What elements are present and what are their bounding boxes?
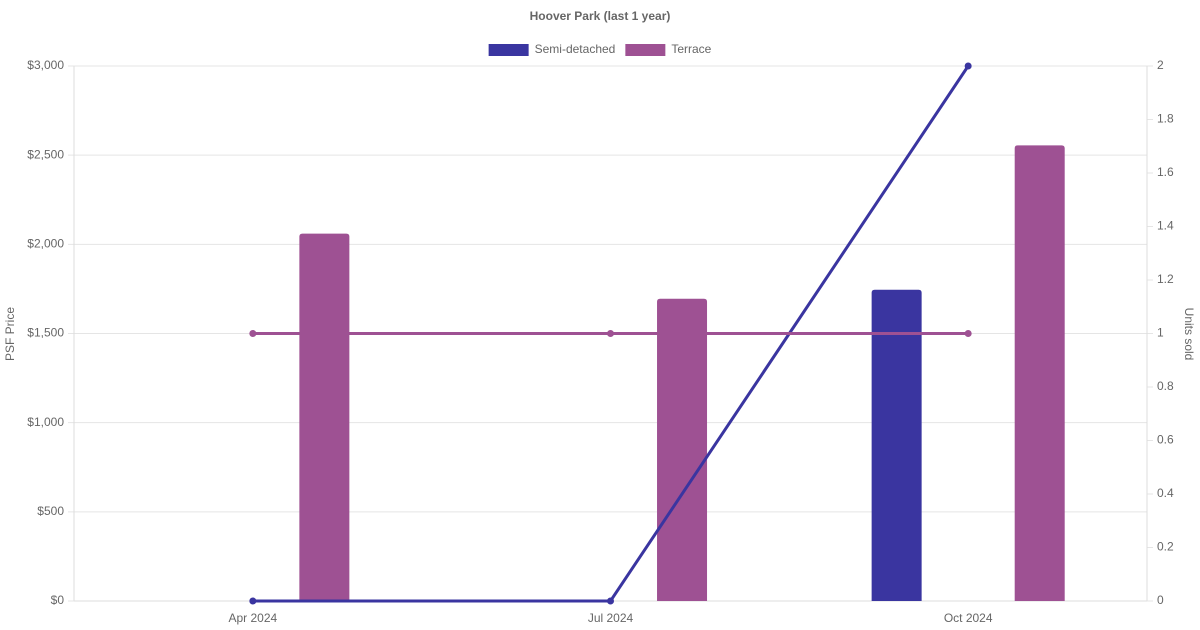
legend-swatch xyxy=(625,44,666,56)
y2-tick-label: 1.4 xyxy=(1157,219,1174,233)
y2-tick-label: 0 xyxy=(1157,593,1164,607)
y-tick-label: $2,500 xyxy=(27,147,64,161)
y-axis-title: PSF Price xyxy=(3,307,17,361)
x-tick-label: Apr 2024 xyxy=(228,611,277,625)
point xyxy=(249,597,257,605)
y2-tick-label: 0.6 xyxy=(1157,433,1174,447)
y2-tick-label: 2 xyxy=(1157,58,1164,72)
legend-label: Terrace xyxy=(671,42,711,56)
point xyxy=(964,330,972,337)
bar xyxy=(299,233,350,601)
y-tick-label: $0 xyxy=(51,593,65,607)
x-tick-label: Jul 2024 xyxy=(588,611,634,625)
y2-tick-label: 1.2 xyxy=(1157,272,1174,286)
bar xyxy=(1014,145,1065,601)
y-tick-label: $1,500 xyxy=(27,326,64,340)
y-tick-label: $500 xyxy=(37,504,64,518)
x-tick-label: Oct 2024 xyxy=(944,611,993,625)
y2-tick-label: 1.8 xyxy=(1157,112,1174,126)
point xyxy=(607,597,614,605)
y2-tick-label: 1.6 xyxy=(1157,165,1174,179)
y2-tick-label: 0.2 xyxy=(1157,540,1174,554)
chart-title: Hoover Park (last 1 year) xyxy=(530,9,671,23)
point xyxy=(964,62,972,70)
y2-tick-label: 1 xyxy=(1157,326,1164,340)
y-tick-label: $2,000 xyxy=(27,237,64,251)
y-tick-label: $1,000 xyxy=(27,415,64,429)
bar xyxy=(871,289,922,601)
y2-tick-label: 0.8 xyxy=(1157,379,1174,393)
bar xyxy=(657,298,708,601)
y2-axis-title: Units sold xyxy=(1182,308,1196,361)
y-tick-label: $3,000 xyxy=(27,58,64,72)
legend-label: Semi-detached xyxy=(535,42,616,56)
legend-swatch xyxy=(488,44,529,56)
point xyxy=(249,330,257,337)
y2-tick-label: 0.4 xyxy=(1157,486,1174,500)
point xyxy=(607,330,614,337)
